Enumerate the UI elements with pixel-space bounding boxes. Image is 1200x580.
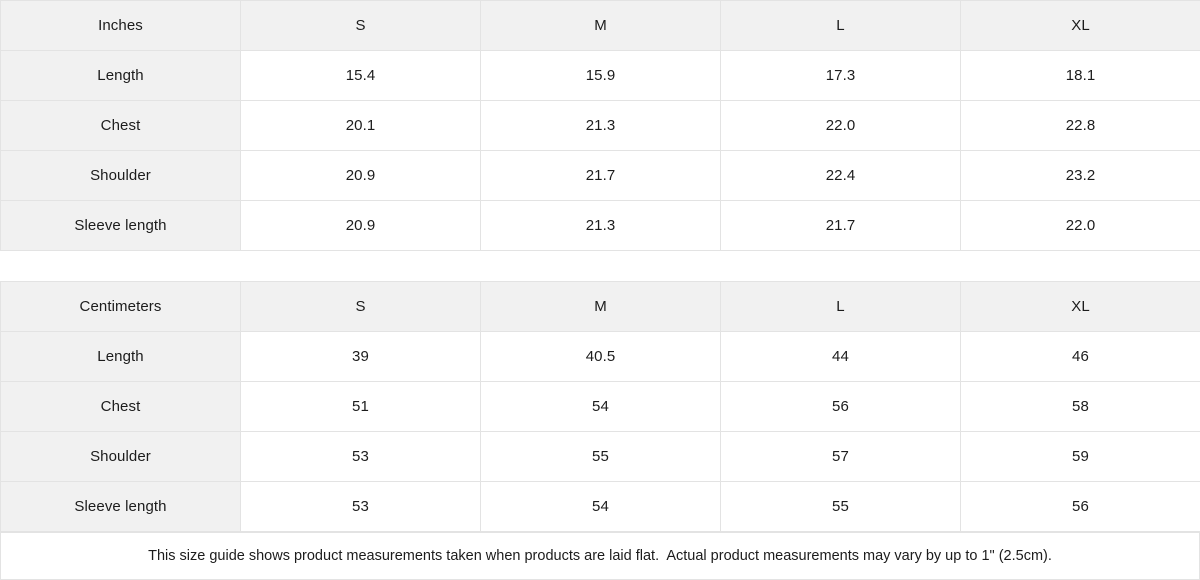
table-row: Sleeve length 53 54 55 56 [0,481,1200,532]
cell-shoulder-m: 21.7 [480,150,721,201]
table-row: Length 39 40.5 44 46 [0,331,1200,382]
cell-length-s: 15.4 [240,50,481,101]
table-row: Shoulder 53 55 57 59 [0,431,1200,482]
cell-sleeve-length-s: 53 [240,481,481,532]
size-header-m: M [480,0,721,51]
table-row: Length 15.4 15.9 17.3 18.1 [0,50,1200,101]
size-header-l: L [720,281,961,332]
cell-chest-xl: 22.8 [960,100,1200,151]
table-body-centimeters: Length 39 40.5 44 46 Chest 51 54 56 58 S… [0,331,1200,532]
row-label-shoulder: Shoulder [0,150,241,201]
cell-sleeve-length-l: 55 [720,481,961,532]
size-header-s: S [240,281,481,332]
cell-shoulder-xl: 23.2 [960,150,1200,201]
cell-shoulder-s: 53 [240,431,481,482]
header-row: Inches S M L XL [0,0,1200,51]
size-header-l: L [720,0,961,51]
row-label-chest: Chest [0,381,241,432]
cell-chest-l: 56 [720,381,961,432]
size-header-s: S [240,0,481,51]
table-body-inches: Length 15.4 15.9 17.3 18.1 Chest 20.1 21… [0,50,1200,251]
cell-chest-s: 51 [240,381,481,432]
cell-length-xl: 18.1 [960,50,1200,101]
table-row: Sleeve length 20.9 21.3 21.7 22.0 [0,200,1200,251]
cell-length-xl: 46 [960,331,1200,382]
cell-chest-m: 54 [480,381,721,432]
cell-chest-m: 21.3 [480,100,721,151]
cell-chest-xl: 58 [960,381,1200,432]
table-row: Chest 51 54 56 58 [0,381,1200,432]
cell-shoulder-xl: 59 [960,431,1200,482]
cell-sleeve-length-m: 21.3 [480,200,721,251]
cell-length-l: 44 [720,331,961,382]
size-header-m: M [480,281,721,332]
size-header-xl: XL [960,0,1200,51]
cell-shoulder-l: 57 [720,431,961,482]
row-label-sleeve-length: Sleeve length [0,481,241,532]
table-row: Shoulder 20.9 21.7 22.4 23.2 [0,150,1200,201]
cell-shoulder-s: 20.9 [240,150,481,201]
cell-chest-l: 22.0 [720,100,961,151]
row-label-length: Length [0,331,241,382]
cell-sleeve-length-m: 54 [480,481,721,532]
row-label-shoulder: Shoulder [0,431,241,482]
cell-sleeve-length-xl: 22.0 [960,200,1200,251]
cell-shoulder-l: 22.4 [720,150,961,201]
cell-chest-s: 20.1 [240,100,481,151]
size-table-centimeters: Centimeters S M L XL Length 39 40.5 44 4… [0,281,1200,532]
table-row: Chest 20.1 21.3 22.0 22.8 [0,100,1200,151]
row-label-sleeve-length: Sleeve length [0,200,241,251]
cell-sleeve-length-xl: 56 [960,481,1200,532]
table-separator [0,251,1200,281]
unit-header-centimeters: Centimeters [0,281,241,332]
cell-sleeve-length-l: 21.7 [720,200,961,251]
cell-shoulder-m: 55 [480,431,721,482]
unit-header-inches: Inches [0,0,241,51]
cell-length-l: 17.3 [720,50,961,101]
cell-length-m: 40.5 [480,331,721,382]
cell-length-s: 39 [240,331,481,382]
row-label-length: Length [0,50,241,101]
header-row: Centimeters S M L XL [0,281,1200,332]
table-header-centimeters: Centimeters S M L XL [0,281,1200,332]
size-table-inches: Inches S M L XL Length 15.4 15.9 17.3 18… [0,0,1200,251]
cell-sleeve-length-s: 20.9 [240,200,481,251]
table-header-inches: Inches S M L XL [0,0,1200,51]
size-guide-footnote: This size guide shows product measuremen… [0,532,1200,580]
cell-length-m: 15.9 [480,50,721,101]
row-label-chest: Chest [0,100,241,151]
size-header-xl: XL [960,281,1200,332]
